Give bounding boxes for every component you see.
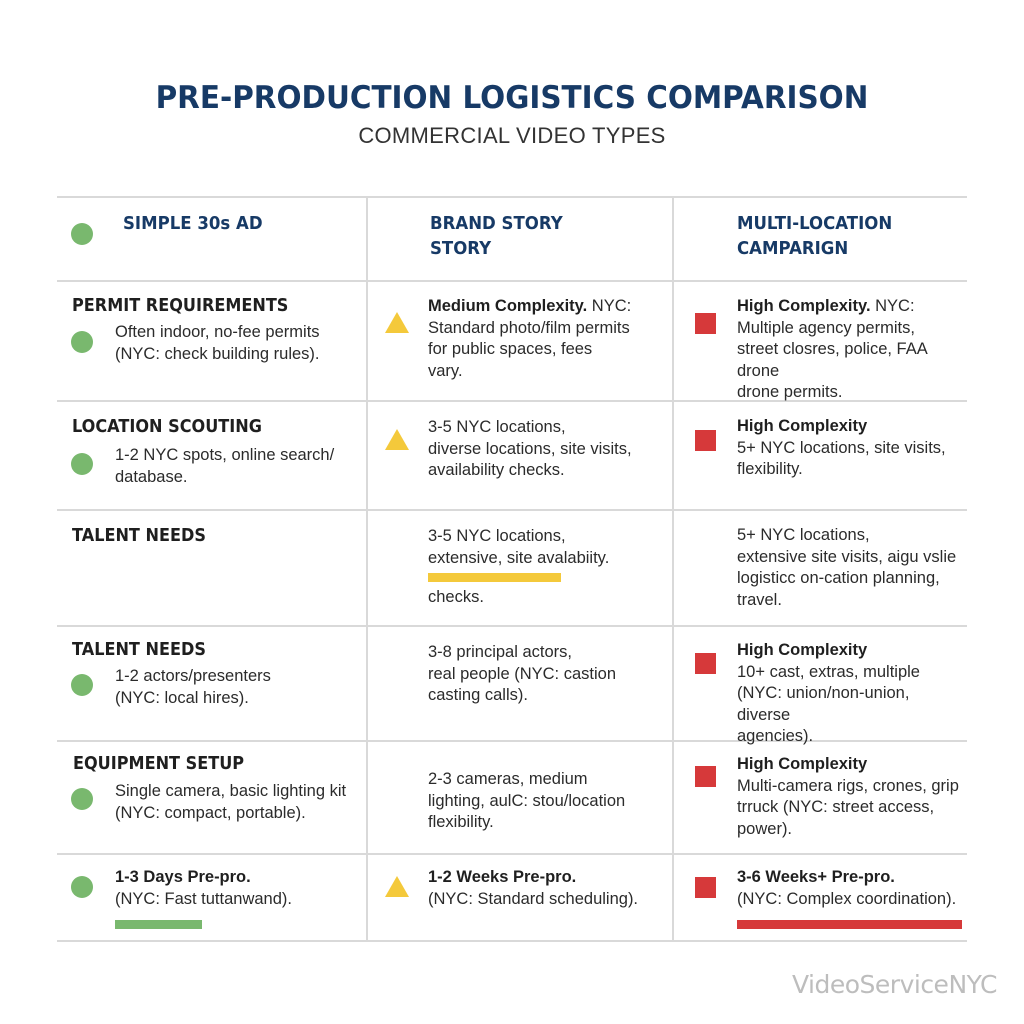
cell-text: 1-2 Weeks Pre-pro. (NYC: Standard schedu… [428,868,639,908]
row-label-location-scouting: LOCATION SCOUTING [72,417,262,437]
high-complexity-square-icon [695,877,716,898]
page-title: PRE-PRODUCTION LOGISTICS COMPARISON [155,80,869,116]
cell-text: Medium Complexity. NYC: Standard photo/f… [428,297,632,380]
row-label-talent-needs: TALENT NEEDS [72,526,206,546]
medium-complexity-triangle-icon [385,312,409,333]
high-complexity-square-icon [695,313,716,334]
cell-text: Often indoor, no-fee permits (NYC: check… [115,323,320,363]
row-divider [57,400,967,402]
low-complexity-bar [115,920,202,929]
low-complexity-circle-icon [71,674,93,696]
medium-complexity-triangle-icon [385,429,409,450]
cell-text: 3-5 NYC locations, diverse locations, si… [428,418,632,479]
row-divider [57,509,967,511]
row-divider [57,625,967,627]
cell-text: 2-3 cameras, medium lighting, aulC: stou… [428,770,626,831]
cell-text: High Complexity Multi-camera rigs, crone… [737,755,959,838]
cell-text: checks. [428,588,484,606]
column-header-simple-ad: SIMPLE 30s AD [123,213,263,234]
high-complexity-square-icon [695,430,716,451]
low-complexity-circle-icon [71,331,93,353]
cell-text: High Complexity 10+ cast, extras, multip… [737,641,920,745]
column-divider [366,196,368,942]
high-complexity-bar [737,920,962,929]
cell-text: 1-2 NYC spots, online search/ database. [115,446,335,486]
row-divider [57,853,967,855]
cell-text: 1-2 actors/presenters (NYC: local hires)… [115,667,271,707]
cell-text: 3-6 Weeks+ Pre-pro. (NYC: Complex coordi… [737,868,957,908]
row-divider [57,740,967,742]
watermark-logo: VideoServiceNYC [792,970,998,999]
row-divider [57,196,967,198]
low-complexity-circle-icon [71,876,93,898]
cell-text: 5+ NYC locations, extensive site visits,… [737,526,957,609]
low-complexity-circle-icon [71,223,93,245]
page-subtitle: COMMERCIAL VIDEO TYPES [358,123,666,148]
medium-complexity-triangle-icon [385,876,409,897]
row-label-permit-requirements: PERMIT REQUIREMENTS [72,296,289,316]
column-header-brand-story: BRAND STORY STORY [430,213,563,259]
row-divider [57,940,967,942]
high-complexity-square-icon [695,766,716,787]
medium-complexity-bar [428,573,561,582]
cell-text: 1-3 Days Pre-pro. (NYC: Fast tuttanwand)… [115,868,292,908]
low-complexity-circle-icon [71,788,93,810]
row-label-talent-needs: TALENT NEEDS [72,640,206,660]
cell-text: High Complexity 5+ NYC locations, site v… [737,417,946,478]
cell-text: High Complexity. NYC: Multiple agency pe… [737,297,927,401]
cell-text: Single camera, basic lighting kit (NYC: … [115,782,347,822]
cell-text: 3-5 NYC locations, extensive, site avala… [428,527,610,567]
column-divider [672,196,674,942]
column-header-multi-location: MULTI-LOCATION CAMPARIGN [737,213,893,259]
high-complexity-square-icon [695,653,716,674]
cell-text: 3-8 principal actors, real people (NYC: … [428,643,617,704]
row-label-equipment-setup: EQUIPMENT SETUP [73,754,245,774]
row-divider [57,280,967,282]
low-complexity-circle-icon [71,453,93,475]
